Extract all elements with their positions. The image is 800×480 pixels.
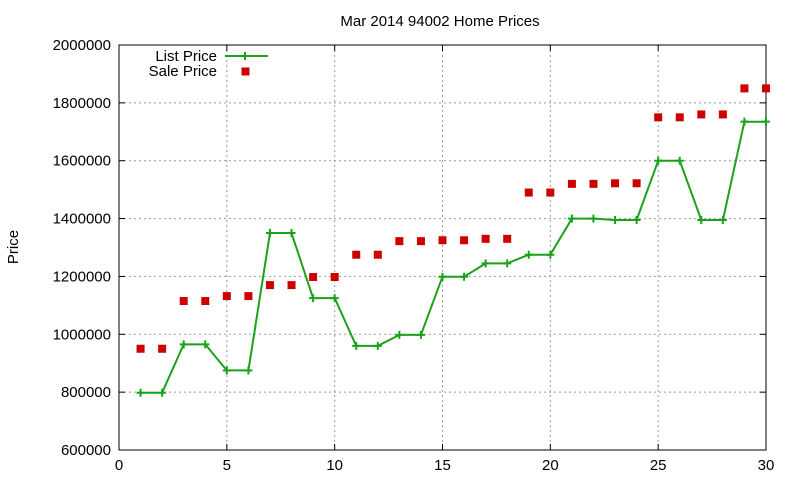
x-tick-label: 0: [115, 457, 123, 474]
sale-price-point: [697, 110, 706, 119]
sale-price-point: [222, 292, 231, 301]
x-tick-label: 25: [650, 457, 667, 474]
y-tick-label: 600000: [61, 442, 111, 459]
series-line-list-price: [140, 120, 766, 394]
y-tick-label: 800000: [61, 384, 111, 401]
list-price-point: [352, 341, 361, 350]
sale-price-point: [395, 237, 404, 246]
legend-marker-list-price: [241, 52, 249, 60]
sale-price-point: [136, 344, 145, 353]
sale-price-point: [524, 188, 533, 197]
y-tick-label: 1000000: [53, 326, 111, 343]
legend-label-sale-price: Sale Price: [149, 63, 217, 80]
sale-price-point: [352, 250, 361, 259]
list-price-point: [244, 366, 253, 375]
y-tick-label: 1600000: [53, 153, 111, 170]
list-price-point: [416, 330, 425, 339]
x-axis: 0 5 10 15 20 25 30: [115, 45, 775, 474]
list-price-point: [503, 259, 512, 268]
y-axis: 600000 800000 1000000 1200000 1400000 1600000…: [53, 37, 766, 459]
list-price-point: [330, 294, 339, 303]
list-price-point: [546, 250, 555, 259]
list-price-point: [567, 214, 576, 223]
legend: List Price Sale Price: [149, 48, 268, 80]
list-price-point: [158, 388, 167, 397]
y-tick-label: 1400000: [53, 211, 111, 228]
y-tick-label: 2000000: [53, 37, 111, 54]
sale-price-point: [287, 281, 296, 290]
sale-price-point: [416, 237, 425, 246]
series-layer: [136, 84, 770, 397]
list-price-point: [395, 330, 404, 339]
sale-price-point: [481, 234, 490, 243]
sale-price-point: [718, 110, 727, 119]
list-price-point: [373, 341, 382, 350]
x-tick-label: 15: [434, 457, 451, 474]
list-price-point: [179, 340, 188, 349]
sale-price-point: [330, 273, 339, 282]
sale-price-point: [567, 179, 576, 188]
list-price-point: [460, 272, 469, 281]
legend-marker-sale-price: [241, 67, 250, 76]
list-price-point: [718, 216, 727, 225]
list-price-point: [201, 340, 210, 349]
list-price-point: [287, 229, 296, 238]
sale-price-point: [460, 236, 469, 245]
list-price-point: [524, 250, 533, 259]
list-price-point: [438, 272, 447, 281]
list-price-point: [222, 366, 231, 375]
sale-price-point: [632, 179, 641, 188]
sale-price-point: [675, 113, 684, 122]
y-tick-label: 1800000: [53, 95, 111, 112]
sale-price-point: [611, 179, 620, 188]
y-axis-label: Price: [5, 230, 22, 264]
sale-price-point: [762, 84, 770, 93]
list-price-point: [675, 156, 684, 165]
list-price-point: [265, 229, 274, 238]
sale-price-point: [179, 297, 188, 306]
chart-title: Mar 2014 94002 Home Prices: [340, 13, 539, 30]
sale-price-point: [740, 84, 749, 93]
legend-label-list-price: List Price: [155, 48, 217, 65]
grid: [119, 45, 766, 450]
sale-price-point: [546, 188, 555, 197]
sale-price-point: [503, 234, 512, 243]
sale-price-point: [201, 297, 210, 306]
y-tick-label: 1200000: [53, 268, 111, 285]
list-price-point: [136, 388, 145, 397]
sale-price-point: [438, 236, 447, 245]
x-tick-label: 10: [326, 457, 343, 474]
list-price-point: [481, 259, 490, 268]
list-price-point: [762, 117, 770, 126]
sale-price-point: [654, 113, 663, 122]
list-price-point: [697, 216, 706, 225]
x-tick-label: 5: [223, 457, 231, 474]
sale-price-point: [158, 344, 167, 353]
list-price-point: [589, 214, 598, 223]
list-price-point: [654, 156, 663, 165]
sale-price-point: [244, 292, 253, 301]
list-price-point: [740, 117, 749, 126]
x-tick-label: 30: [758, 457, 775, 474]
list-price-point: [632, 216, 641, 225]
list-price-point: [309, 294, 318, 303]
x-tick-label: 20: [542, 457, 559, 474]
sale-price-point: [309, 273, 318, 282]
sale-price-point: [589, 179, 598, 188]
sale-price-point: [373, 250, 382, 259]
list-price-point: [611, 216, 620, 225]
sale-price-point: [265, 281, 274, 290]
